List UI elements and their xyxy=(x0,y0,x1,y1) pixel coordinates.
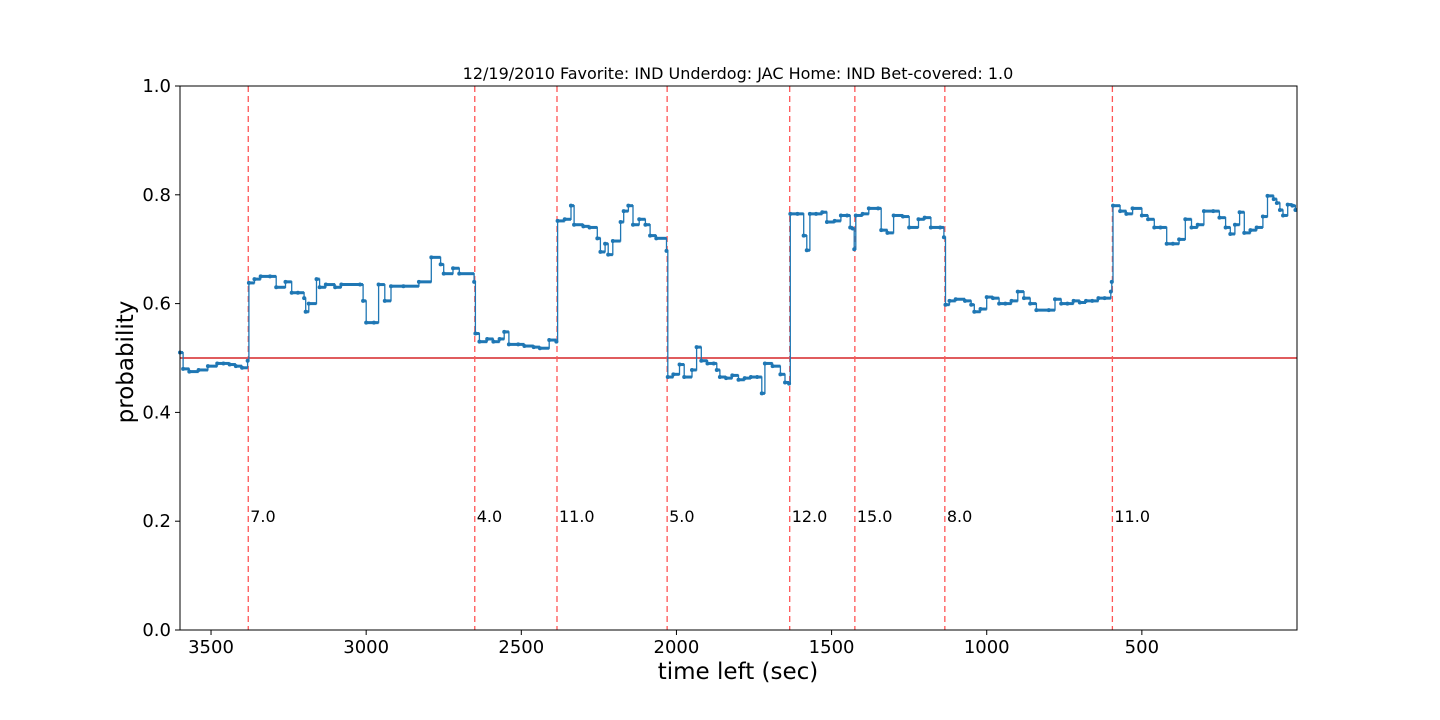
x-tick-label: 3500 xyxy=(188,637,234,658)
x-tick-label: 1500 xyxy=(809,637,855,658)
axes-frame xyxy=(179,85,1298,631)
x-axis-label: time left (sec) xyxy=(658,659,819,685)
y-tick-label: 0.4 xyxy=(142,402,171,423)
scoring-event-label: 8.0 xyxy=(947,507,972,526)
chart-marks: 7.0 4.0 11.0 5.0 12.0 15.0 8.0 11.0 xyxy=(178,86,1298,630)
scoring-event-label: 15.0 xyxy=(857,507,893,526)
scoring-event-label: 12.0 xyxy=(792,507,828,526)
y-tick-label: 1.0 xyxy=(142,76,171,97)
y-axis-label: probability xyxy=(113,301,139,424)
scoring-event-label: 7.0 xyxy=(250,507,275,526)
scoring-event-label: 11.0 xyxy=(1114,507,1150,526)
scoring-event-label: 4.0 xyxy=(477,507,502,526)
x-tick-label: 2000 xyxy=(654,637,700,658)
y-tick-label: 0.8 xyxy=(142,185,171,206)
axes: 3500 3000 2500 2000 1500 1000 500 0.0 0.2 0.4 0.6 0… xyxy=(142,76,1298,658)
y-tick-label: 0.2 xyxy=(142,511,171,532)
x-tick-label: 3000 xyxy=(343,637,389,658)
chart-title: 12/19/2010 Favorite: IND Underdog: JAC H… xyxy=(463,64,1014,83)
x-tick-label: 2500 xyxy=(498,637,544,658)
x-tick-label: 1000 xyxy=(964,637,1010,658)
scoring-event-label: 11.0 xyxy=(559,507,595,526)
y-tick-label: 0.6 xyxy=(142,294,171,315)
data-point xyxy=(1293,208,1298,213)
scoring-event-label: 5.0 xyxy=(669,507,694,526)
x-tick-label: 500 xyxy=(1125,637,1159,658)
y-tick-label: 0.0 xyxy=(142,620,171,641)
